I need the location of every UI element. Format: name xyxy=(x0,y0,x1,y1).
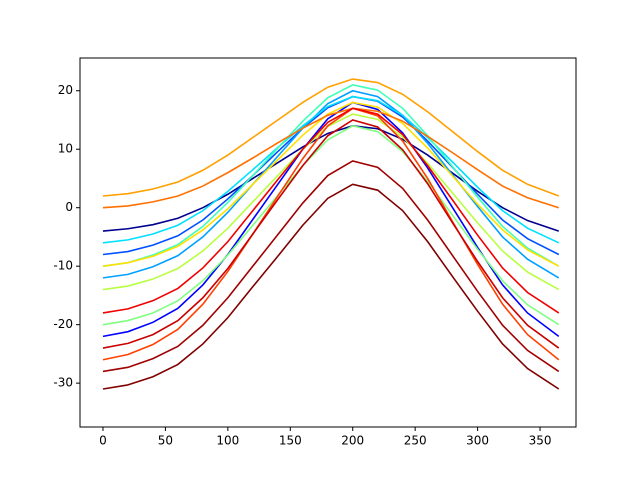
y-tick-label: -10 xyxy=(53,259,73,273)
x-tick-label: 150 xyxy=(279,434,302,448)
x-tick-label: 300 xyxy=(466,434,489,448)
x-tick-label: 200 xyxy=(341,434,364,448)
x-tick-label: 350 xyxy=(529,434,552,448)
line-series xyxy=(102,119,560,349)
line-series xyxy=(102,89,560,279)
line-series xyxy=(102,124,560,326)
y-tick-label: 10 xyxy=(58,142,73,156)
plot-frame xyxy=(79,57,577,428)
y-tick-label: -30 xyxy=(53,376,73,390)
line-series xyxy=(102,107,560,361)
y-tick-label: -20 xyxy=(53,317,73,331)
line-series xyxy=(102,107,560,314)
y-tick-label: 20 xyxy=(58,83,73,97)
line-series xyxy=(102,78,560,197)
x-tick-label: 250 xyxy=(404,434,427,448)
line-series xyxy=(102,84,560,267)
line-series xyxy=(102,101,560,267)
line-series xyxy=(102,125,560,232)
x-tick-label: 50 xyxy=(158,434,173,448)
line-series xyxy=(102,183,560,390)
y-tick-label: 0 xyxy=(65,200,73,214)
x-tick-label: 100 xyxy=(216,434,239,448)
line-series xyxy=(102,101,560,338)
x-tick-label: 0 xyxy=(99,434,107,448)
line-series xyxy=(102,95,560,244)
line-series xyxy=(102,107,560,209)
line-series xyxy=(102,95,560,256)
line-series xyxy=(102,160,560,373)
